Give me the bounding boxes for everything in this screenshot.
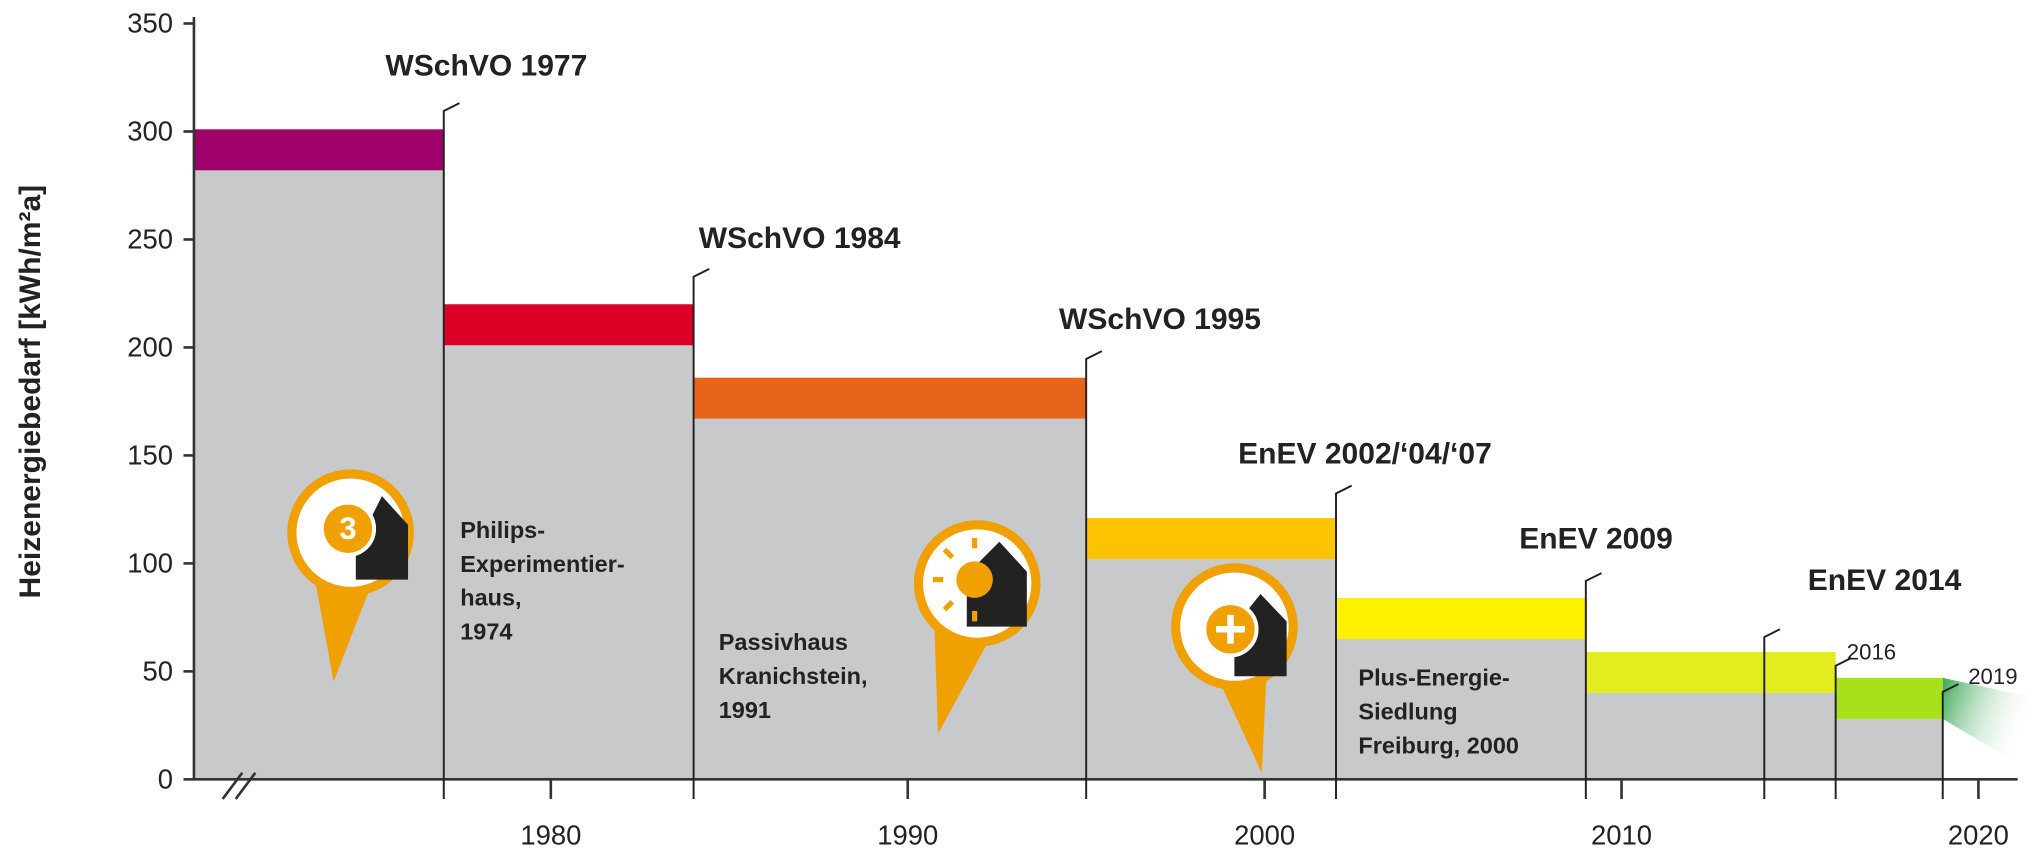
range-band [1086, 518, 1337, 560]
range-band [193, 129, 444, 171]
annotation: Passivhaus [719, 629, 848, 655]
range-band [1585, 651, 1836, 693]
annotation: Philips- [460, 517, 545, 543]
marker-label: WSchVO 1977 [385, 50, 587, 83]
y-axis-label: Heizenergiebedarf [kWh/m²a] [14, 185, 47, 599]
y-tick-label: 350 [127, 8, 173, 39]
y-tick-label: 300 [127, 116, 173, 147]
icon-3-house: 3 [287, 469, 414, 682]
range-band [1835, 677, 1943, 719]
base-bar [193, 170, 444, 780]
annotation: Experimentier- [460, 551, 624, 577]
marker-label: EnEV 2002/‘04/‘07 [1238, 437, 1492, 470]
range-band [1336, 597, 1586, 639]
leader-line [1763, 628, 1781, 799]
trend-tail [1942, 677, 2034, 773]
leader-line [692, 268, 710, 799]
base-bar [1835, 718, 1943, 780]
icon-plus-house [1171, 563, 1298, 773]
leader-line [1335, 484, 1353, 799]
annotation: 1991 [719, 697, 771, 723]
annotation: haus, [460, 585, 521, 611]
marker-label: 2016 [1847, 639, 1896, 664]
annotation: Siedlung [1358, 698, 1457, 724]
leader-line [1584, 572, 1602, 799]
x-tick-label: 2000 [1234, 820, 1295, 851]
range-band [443, 304, 694, 346]
base-bar [1585, 692, 1836, 780]
base-bar [1336, 638, 1586, 780]
y-tick-label: 100 [127, 548, 173, 579]
leader-line [1085, 350, 1103, 799]
axis-break [221, 772, 257, 800]
svg-text:3: 3 [339, 511, 356, 546]
plot-area [193, 129, 2034, 780]
leader-line [1941, 683, 1959, 799]
leader-line [1834, 657, 1852, 799]
marker-label: 2019 [1968, 664, 2017, 689]
marker-label: EnEV 2009 [1519, 522, 1673, 555]
y-tick-label: 250 [127, 224, 173, 255]
x-tick-label: 1990 [877, 820, 938, 851]
leader-line [442, 102, 460, 799]
range-band [693, 377, 1087, 419]
x-tick-label: 1980 [520, 820, 581, 851]
marker-label: WSchVO 1984 [699, 222, 901, 255]
annotation: 1974 [460, 619, 512, 645]
y-tick-label: 50 [143, 656, 173, 687]
y-tick-label: 150 [127, 440, 173, 471]
y-tick-label: 0 [158, 764, 173, 795]
annotation: Kranichstein, [719, 663, 868, 689]
y-tick-label: 200 [127, 332, 173, 363]
x-tick-label: 2020 [1948, 820, 2009, 851]
marker-label: EnEV 2014 [1808, 564, 1962, 597]
annotation: Freiburg, 2000 [1358, 732, 1519, 758]
annotation: Plus-Energie- [1358, 664, 1509, 690]
base-bar [443, 345, 694, 780]
x-tick-label: 2010 [1591, 820, 1652, 851]
icon-sun-house [913, 520, 1041, 734]
marker-label: WSchVO 1995 [1059, 303, 1261, 336]
